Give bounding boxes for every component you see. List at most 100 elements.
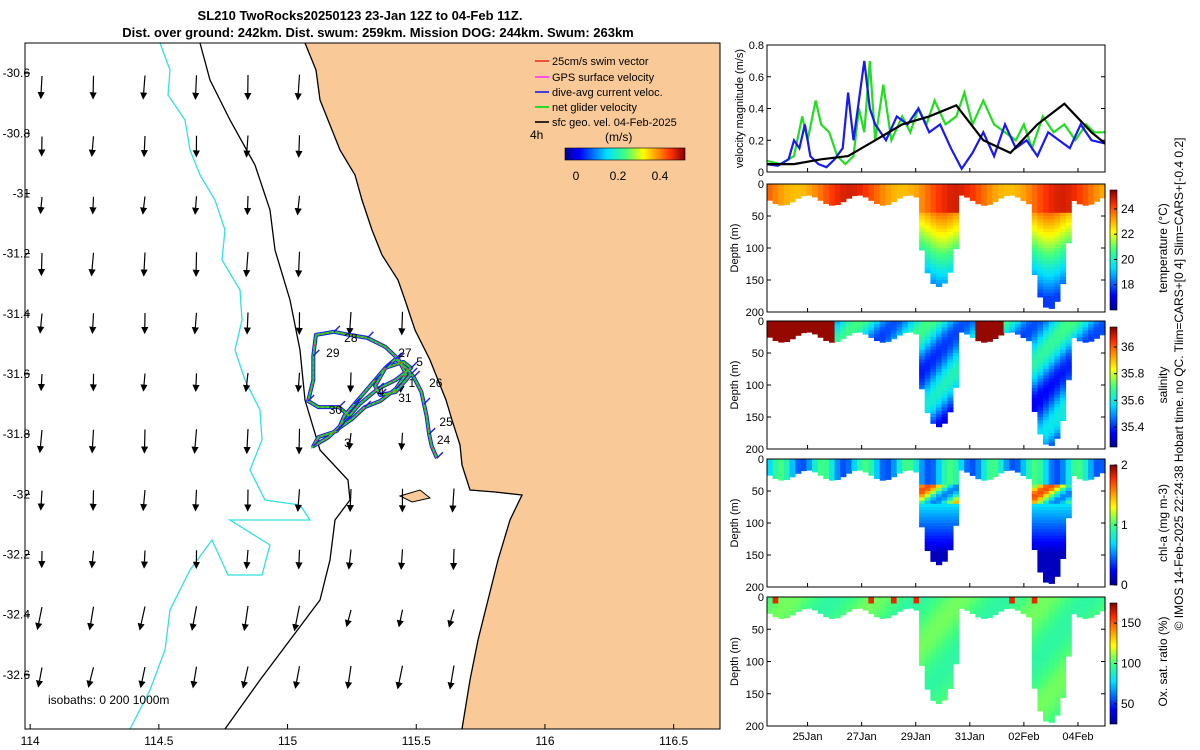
section-cell — [874, 200, 881, 204]
section-cell — [992, 603, 999, 608]
section-cell — [851, 330, 858, 334]
section-cell — [879, 613, 886, 617]
section-cell — [941, 645, 948, 650]
section-cell — [958, 465, 965, 470]
section-cell — [800, 330, 807, 334]
section-cell — [952, 241, 960, 246]
section-cell — [1031, 216, 1038, 220]
section-cell — [930, 661, 937, 666]
section-cell — [930, 475, 937, 479]
section-cell — [1059, 244, 1067, 249]
section-cell — [834, 321, 841, 325]
section-cell — [885, 459, 892, 463]
geo-velocity-arrow — [37, 373, 46, 392]
section-cell — [981, 478, 988, 481]
section-cell — [1037, 693, 1044, 698]
section-cell — [812, 468, 819, 473]
section-cell — [829, 475, 836, 479]
section-cell — [947, 626, 954, 630]
section-cell — [1031, 273, 1038, 275]
section-cell — [1093, 333, 1100, 338]
section-cell — [941, 459, 948, 463]
section-cell — [1031, 487, 1038, 492]
section-cell — [919, 349, 926, 354]
section-cell — [1048, 292, 1055, 297]
map-frame — [24, 42, 721, 730]
section-cell — [941, 626, 948, 630]
section-cell — [812, 184, 819, 188]
section-cell — [1031, 516, 1038, 521]
section-cell — [879, 468, 886, 473]
section-cell — [936, 324, 943, 328]
section-cell — [952, 513, 960, 518]
section-cell — [1043, 260, 1050, 265]
map-y-tick-label: -32.6 — [3, 668, 31, 682]
section-cell — [1048, 365, 1055, 370]
section-cell — [1031, 212, 1038, 217]
section-cell — [941, 609, 948, 614]
section-cell — [1037, 264, 1044, 268]
section-cell — [1043, 642, 1050, 646]
section-cell — [772, 340, 779, 341]
section-cell — [1059, 600, 1067, 604]
section-cell — [1054, 613, 1061, 617]
section-cell — [823, 184, 830, 188]
section-cell — [1031, 372, 1038, 376]
section-cell — [1048, 597, 1055, 601]
section-cell — [1043, 232, 1050, 236]
section-cell — [1059, 664, 1067, 669]
section-cell — [1037, 385, 1044, 389]
section-cell — [924, 680, 931, 685]
section-cell — [992, 475, 999, 477]
section-cell — [936, 241, 943, 246]
section-cell — [1054, 264, 1061, 268]
section-cell — [986, 600, 993, 604]
section-cell — [834, 606, 841, 611]
section-cell — [902, 324, 909, 328]
day-label: 27 — [398, 346, 412, 360]
section-cell — [1048, 529, 1055, 534]
geo-velocity-arrow — [295, 549, 303, 570]
section-cell — [919, 487, 926, 492]
section-cell — [947, 494, 954, 498]
section-cell — [1059, 270, 1067, 275]
section-cell — [1048, 471, 1055, 476]
section-cell — [1020, 459, 1027, 463]
section-cell — [1031, 232, 1038, 236]
section-cell — [1048, 648, 1055, 653]
section-cell — [823, 187, 830, 191]
geo-velocity-arrow — [140, 252, 148, 277]
velocity-y-tick-label: 0.4 — [749, 104, 764, 116]
section-cell — [930, 388, 937, 392]
section-cell — [947, 600, 954, 604]
section-cell — [947, 381, 954, 386]
section-cell — [1054, 333, 1061, 338]
section-cell — [896, 321, 903, 325]
section-cell — [1088, 471, 1095, 476]
section-cell — [1054, 375, 1061, 380]
section-cell — [919, 248, 926, 251]
section-cell — [986, 471, 993, 476]
section-cell — [1048, 404, 1055, 408]
section-cell — [1099, 184, 1106, 188]
section-cell — [919, 597, 926, 601]
section-cell — [919, 232, 926, 236]
section-cell — [913, 462, 920, 466]
section-cell — [1054, 462, 1061, 466]
section-y-tick-label: 0 — [758, 316, 764, 328]
section-cell — [1065, 645, 1072, 650]
section-cell — [1043, 494, 1050, 498]
section-cell — [1048, 519, 1055, 524]
section-cell — [1003, 327, 1010, 332]
section-cell — [1059, 190, 1067, 195]
section-cell — [930, 680, 937, 685]
section-cell — [919, 193, 926, 198]
section-cell — [941, 407, 948, 412]
section-cell — [936, 410, 943, 415]
section-cell — [936, 548, 943, 553]
section-cell — [1054, 436, 1061, 439]
section-cell — [829, 609, 836, 614]
section-cell — [952, 190, 960, 195]
